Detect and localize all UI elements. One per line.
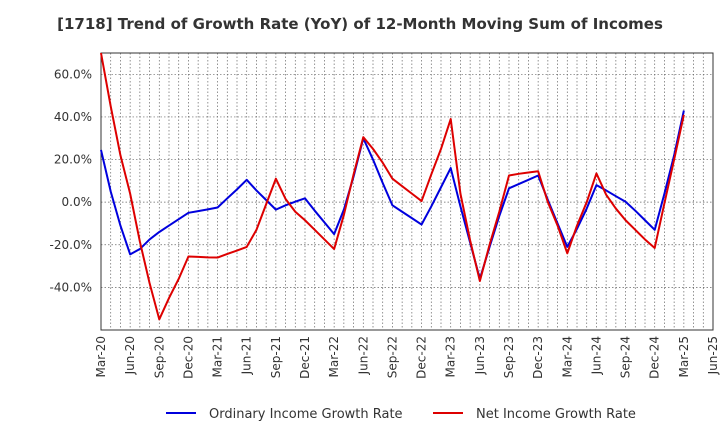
chart-title: [1718] Trend of Growth Rate (YoY) of 12-…	[57, 15, 663, 33]
y-tick-label: -20.0%	[50, 238, 92, 252]
x-tick-label: Sep-24	[619, 336, 633, 378]
x-tick-label: Jun-20	[123, 336, 137, 375]
y-axis: -40.0% -20.0% 0.0% 20.0% 40.0% 60.0%	[50, 67, 92, 294]
x-tick-label: Dec-22	[415, 336, 429, 379]
x-axis: Mar-20 Jun-20 Sep-20 Dec-20 Mar-21 Jun-21 Sep-…	[94, 336, 720, 379]
x-tick-label: Sep-21	[269, 336, 283, 378]
x-tick-label: Mar-23	[444, 336, 458, 377]
y-tick-label: 40.0%	[54, 110, 92, 124]
grid	[100, 53, 714, 330]
x-tick-label: Sep-22	[385, 336, 399, 378]
plot-area	[100, 52, 714, 331]
x-tick-label: Sep-20	[152, 336, 166, 378]
series-line	[100, 52, 685, 321]
x-tick-label: Jun-21	[240, 336, 254, 375]
x-tick-label: Jun-24	[589, 336, 603, 375]
x-tick-label: Mar-21	[211, 336, 225, 377]
x-tick-label: Mar-24	[560, 336, 574, 377]
x-tick-label: Mar-22	[327, 336, 341, 377]
y-tick-label: -40.0%	[50, 280, 92, 294]
y-tick-label: 60.0%	[54, 67, 92, 81]
legend-label: Net Income Growth Rate	[476, 407, 636, 422]
x-tick-label: Dec-24	[648, 336, 662, 379]
x-tick-label: Dec-20	[181, 336, 195, 379]
x-tick-label: Dec-23	[531, 336, 545, 379]
y-tick-label: 20.0%	[54, 153, 92, 167]
series	[100, 52, 685, 321]
x-tick-label: Jun-23	[473, 336, 487, 375]
x-tick-label: Jun-22	[356, 336, 370, 375]
x-tick-label: Jun-25	[706, 336, 720, 375]
legend-label: Ordinary Income Growth Rate	[209, 407, 403, 422]
x-tick-label: Dec-21	[298, 336, 312, 379]
legend: Ordinary Income Growth Rate Net Income Gr…	[166, 407, 636, 422]
x-tick-label: Mar-20	[94, 336, 108, 377]
x-tick-label: Mar-25	[677, 336, 691, 377]
y-tick-label: 0.0%	[62, 195, 93, 209]
series-line	[100, 110, 685, 280]
x-tick-label: Sep-23	[502, 336, 516, 378]
